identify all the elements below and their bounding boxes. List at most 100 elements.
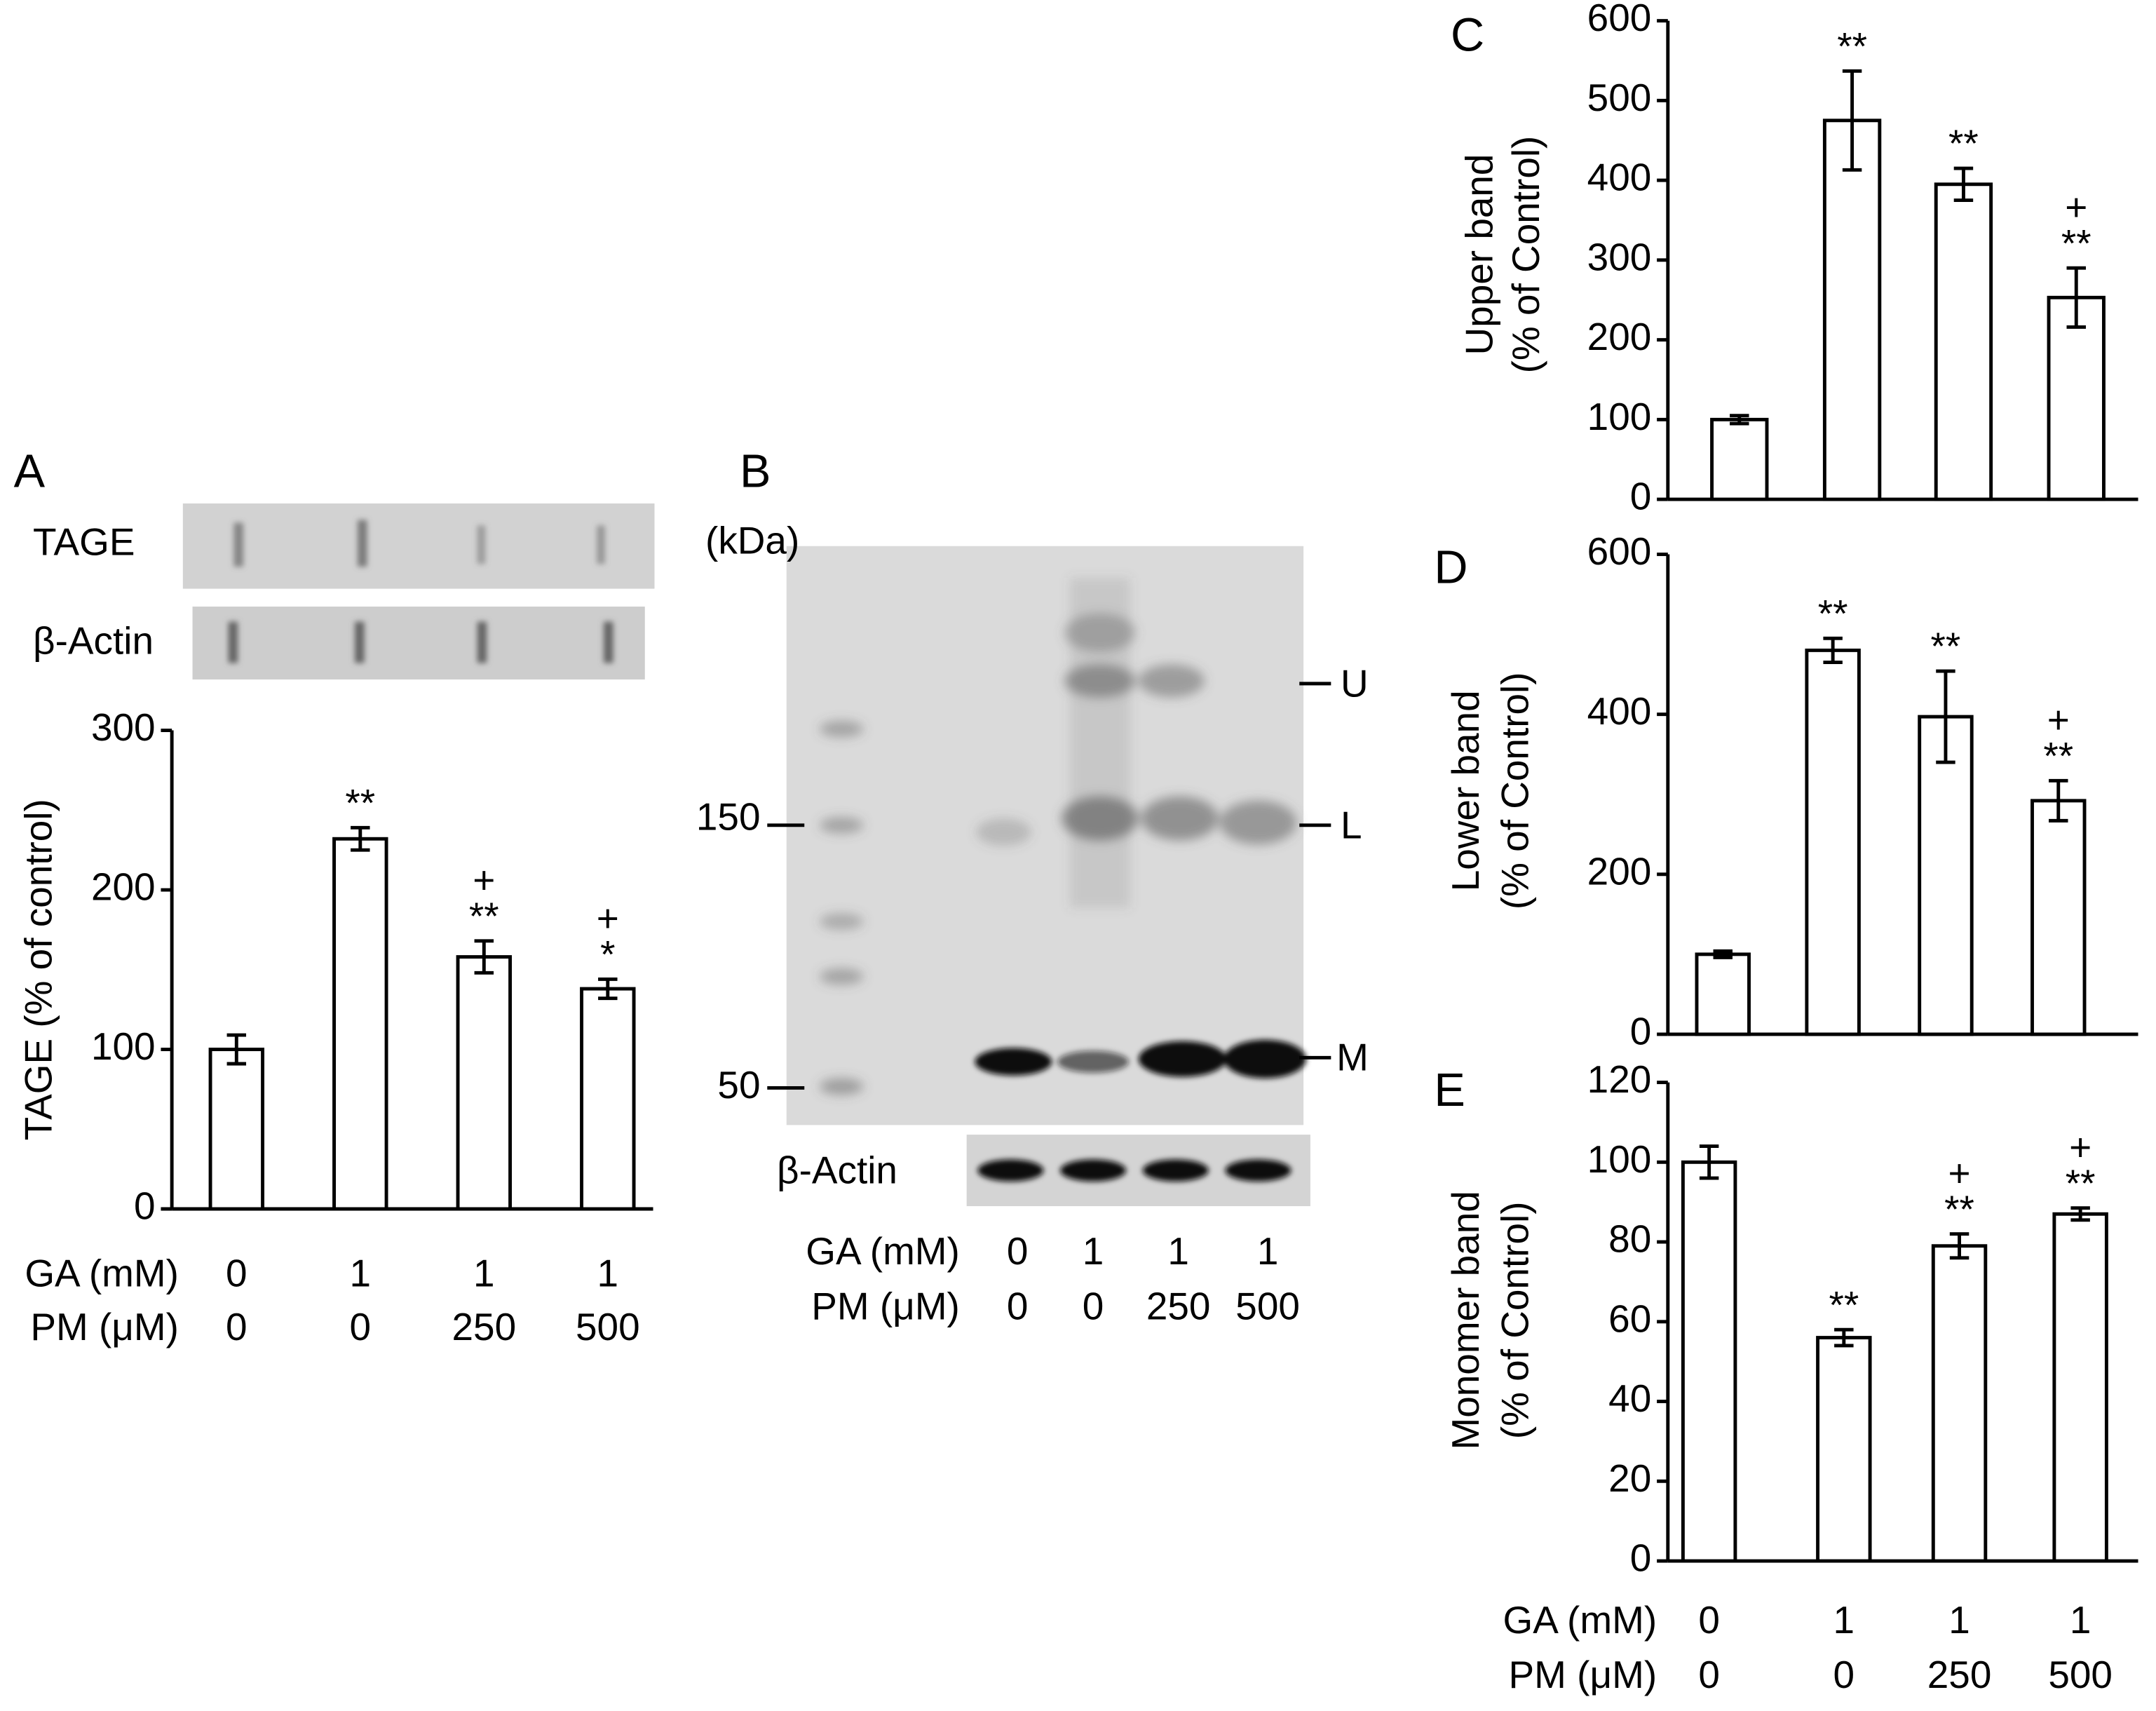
bar bbox=[1934, 182, 1993, 501]
y-tick-label: 120 bbox=[1587, 1057, 1652, 1101]
condition-value: 250 bbox=[1146, 1285, 1211, 1328]
error-bar bbox=[351, 825, 370, 852]
y-axis-label: Lower band bbox=[1444, 690, 1487, 891]
significance-label: ** bbox=[1948, 121, 1979, 165]
condition-value: 0 bbox=[1007, 1285, 1029, 1328]
error-bar bbox=[1936, 669, 1955, 764]
y-tick-label: 200 bbox=[91, 865, 156, 909]
slot-blot bbox=[182, 503, 655, 679]
error-bar bbox=[226, 1033, 247, 1066]
marker-label: 50 bbox=[717, 1063, 760, 1107]
significance-label: ** bbox=[1931, 624, 1961, 668]
bar bbox=[2047, 295, 2106, 501]
condition-value: 1 bbox=[1833, 1598, 1855, 1642]
condition-value: 0 bbox=[226, 1305, 248, 1348]
condition-value: 500 bbox=[576, 1305, 640, 1348]
condition-value: 0 bbox=[350, 1305, 372, 1348]
y-tick-label: 200 bbox=[1587, 315, 1652, 358]
y-tick-label: 40 bbox=[1608, 1377, 1651, 1420]
y-tick-label: 500 bbox=[1587, 76, 1652, 119]
strip-label: TAGE bbox=[33, 520, 135, 563]
condition-value: 1 bbox=[1167, 1229, 1189, 1273]
error-bar bbox=[598, 977, 618, 1001]
panel-letter: A bbox=[14, 445, 46, 497]
significance-label: ** bbox=[2043, 733, 2073, 777]
condition-value: 500 bbox=[2048, 1653, 2113, 1696]
significance-label: ** bbox=[1829, 1283, 1859, 1326]
condition-value: 500 bbox=[1235, 1285, 1300, 1328]
y-tick-label: 0 bbox=[134, 1184, 156, 1228]
error-bar bbox=[2070, 1206, 2090, 1222]
error-bar bbox=[474, 939, 494, 975]
y-axis-label: Monomer band bbox=[1444, 1191, 1487, 1449]
bar bbox=[1681, 1160, 1737, 1563]
error-bar bbox=[1713, 949, 1733, 959]
condition-value: 1 bbox=[350, 1252, 372, 1295]
bar bbox=[2030, 799, 2087, 1036]
y-tick-label: 600 bbox=[1587, 529, 1652, 573]
bar bbox=[1918, 715, 1974, 1036]
condition-label: GA (mM) bbox=[25, 1252, 179, 1295]
significance-label: ** bbox=[469, 894, 499, 938]
y-axis-label: (% of Control) bbox=[1504, 136, 1547, 374]
y-tick-label: 100 bbox=[91, 1024, 156, 1068]
y-tick-label: 400 bbox=[1587, 689, 1652, 733]
condition-value: 1 bbox=[473, 1252, 495, 1295]
y-tick-label: 0 bbox=[1630, 1009, 1652, 1053]
y-tick-label: 400 bbox=[1587, 156, 1652, 199]
y-tick-label: 100 bbox=[1587, 395, 1652, 438]
western-blot: B (kDa) 150 50 U L M β-Actin GA (mM) PM … bbox=[696, 445, 1369, 1327]
y-tick-label: 100 bbox=[1587, 1137, 1652, 1181]
panel-letter: B bbox=[740, 445, 771, 497]
bar bbox=[580, 987, 636, 1211]
condition-value: 0 bbox=[1007, 1229, 1029, 1273]
condition-value: 1 bbox=[2070, 1598, 2091, 1642]
significance-label: + bbox=[2065, 185, 2087, 229]
bar bbox=[1931, 1244, 1988, 1563]
condition-value: 1 bbox=[1948, 1598, 1970, 1642]
significance-label: ** bbox=[2061, 221, 2091, 264]
y-tick-label: 60 bbox=[1608, 1297, 1651, 1340]
bar bbox=[332, 837, 388, 1211]
bar bbox=[456, 955, 513, 1211]
error-bar bbox=[2066, 266, 2086, 329]
error-bar bbox=[1823, 636, 1843, 664]
marker-label: 150 bbox=[696, 795, 761, 839]
unit-label: (kDa) bbox=[705, 518, 799, 562]
significance-label: + bbox=[597, 897, 619, 940]
condition-label: GA (mM) bbox=[1503, 1598, 1657, 1642]
significance-label: + bbox=[473, 858, 495, 902]
y-tick-label: 80 bbox=[1608, 1217, 1651, 1261]
condition-value: 1 bbox=[1083, 1229, 1104, 1273]
y-tick-label: 300 bbox=[1587, 235, 1652, 278]
significance-label: ** bbox=[1837, 24, 1867, 67]
bar bbox=[1695, 952, 1751, 1036]
error-bar bbox=[1842, 69, 1862, 172]
bar bbox=[1710, 417, 1769, 501]
significance-label: + bbox=[2047, 698, 2070, 741]
error-bar bbox=[1949, 1232, 1969, 1260]
condition-value: 1 bbox=[1257, 1229, 1279, 1273]
error-bar bbox=[1834, 1327, 1854, 1348]
y-tick-label: 200 bbox=[1587, 849, 1652, 893]
strip-label: β-Actin bbox=[33, 618, 154, 662]
bar bbox=[208, 1048, 265, 1211]
error-bar bbox=[1699, 1144, 1719, 1180]
band-label: U bbox=[1341, 661, 1369, 705]
significance-label: ** bbox=[345, 780, 375, 824]
significance-label: * bbox=[600, 933, 615, 976]
condition-value: 0 bbox=[226, 1252, 248, 1295]
y-axis-label: (% of Control) bbox=[1493, 1202, 1537, 1440]
bar bbox=[2052, 1212, 2108, 1563]
y-axis-label: TAGE (% of control) bbox=[16, 799, 60, 1140]
significance-label: + bbox=[1948, 1151, 1971, 1195]
panel-letter: C bbox=[1451, 10, 1484, 62]
panel-letter: D bbox=[1434, 542, 1467, 594]
loading-label: β-Actin bbox=[777, 1149, 897, 1192]
bar bbox=[1805, 648, 1861, 1036]
condition-label: GA (mM) bbox=[806, 1229, 960, 1273]
panel-letter: E bbox=[1434, 1064, 1465, 1116]
band-label: L bbox=[1341, 803, 1362, 846]
